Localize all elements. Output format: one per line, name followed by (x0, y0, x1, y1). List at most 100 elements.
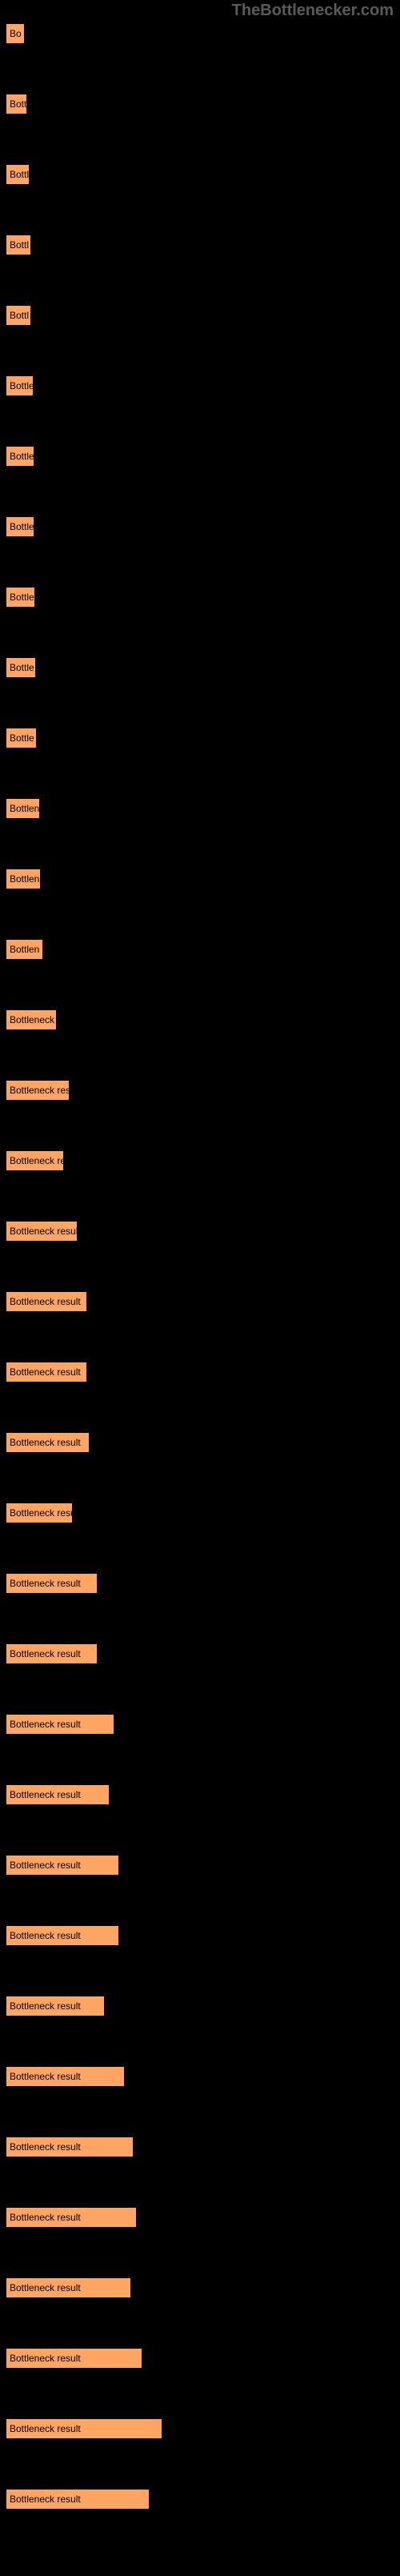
bar-row: Bottleneck result (6, 2067, 394, 2086)
bar-label: Bottle (10, 662, 34, 673)
bar-row: Bottleneck result (6, 2278, 394, 2297)
bar: Bottle (6, 728, 36, 748)
bar-label: Bottleneck result (10, 1578, 81, 1589)
bar: Bottle (6, 376, 33, 395)
bar-row: Bottleneck result (6, 1996, 394, 2016)
bar-row: Bottle (6, 517, 394, 536)
bar: Bottleneck result (6, 2137, 133, 2157)
bar: Bottleneck re (6, 1151, 63, 1170)
bar-label: Bottl (10, 169, 29, 180)
bar-row: Bottle (6, 728, 394, 748)
bar: Bottleneck r (6, 1010, 56, 1029)
bar-label: Bottleneck result (10, 1226, 77, 1237)
bar-row: Bottleneck result (6, 1292, 394, 1311)
bar-row: Bottl (6, 306, 394, 325)
bar-label: Bottleneck result (10, 1719, 81, 1730)
bar-label: Bottlen (10, 803, 39, 814)
bar-label: Bottleneck result (10, 1789, 81, 1800)
bar-label: Bottleneck resu (10, 1085, 69, 1096)
bar-label: Bottleneck result (10, 2212, 81, 2223)
bar-label: Bottleneck result (10, 2071, 81, 2082)
bar-label: Bottleneck result (10, 2423, 81, 2434)
bar-label: Bottleneck result (10, 2282, 81, 2293)
bar-row: Bottleneck result (6, 1222, 394, 1241)
bar: Bottleneck resu (6, 1503, 72, 1523)
bar: Bott (6, 94, 26, 114)
bar: Bottleneck result (6, 2490, 149, 2509)
bar-label: Bottleneck result (10, 1437, 81, 1448)
bar-row: Bottleneck r (6, 1010, 394, 1029)
bar-value: A (166, 2423, 173, 2434)
bar: Bottleneck result (6, 2278, 130, 2297)
bar-label: Bottleneck result (10, 2494, 81, 2505)
bar-row: Bottleneck result A (6, 2419, 394, 2438)
bar: Bottleneck result (6, 2067, 124, 2086)
bar-row: Bottlen (6, 799, 394, 818)
bar-row: Bottl (6, 165, 394, 184)
bar-label: Bottleneck re (10, 1155, 63, 1166)
bar: Bo (6, 24, 24, 43)
bar-label: Bottlen (10, 873, 39, 885)
bar: Bottleneck resu (6, 1081, 69, 1100)
bar-row: Bottlen (6, 940, 394, 959)
bar-label: Bottleneck result (10, 2000, 81, 2012)
bar-row: Bottleneck resu (6, 1081, 394, 1100)
bar: Bottle (6, 588, 34, 607)
bar: Bottl (6, 235, 30, 255)
bar: Bottleneck result (6, 1222, 77, 1241)
bar-row: Bottleneck re (6, 1151, 394, 1170)
bar: Bottleneck result (6, 1362, 86, 1382)
bar: Bottleneck resultA (6, 2419, 162, 2438)
bar: Bottleneck result2 (6, 2349, 142, 2368)
bar: Bottleneck result (6, 2208, 136, 2227)
bar-row: Bott (6, 94, 394, 114)
bar-row: Bottle (6, 658, 394, 677)
bar-row: Bottleneck result (6, 1856, 394, 1875)
bar: Bottlen (6, 799, 39, 818)
bar-row: Bottleneck result (6, 1362, 394, 1382)
bar-label: Bottleneck result (10, 1930, 81, 1941)
bar-label: Bottleneck result (10, 2353, 81, 2364)
bar-row: Bottl (6, 235, 394, 255)
bar: Bottl (6, 306, 30, 325)
bar: Bottleneck result (6, 1644, 97, 1663)
bar-label: Bottle (10, 521, 34, 532)
bar-label: Bott (10, 98, 26, 110)
bar-row: Bottleneck result (6, 1715, 394, 1734)
bar-label: Bottlen (10, 944, 39, 955)
bar-label: Bottl (10, 310, 29, 321)
bar-label: Bottleneck result (10, 1296, 81, 1307)
bar: Bottleneck result (6, 1856, 118, 1875)
bar: Bottle (6, 517, 34, 536)
bar: Bottleneck result (6, 1433, 89, 1452)
bar-chart: Bo Bott Bottl Bottl Bottl Bottle Bottle Bottle B… (0, 0, 400, 2576)
bar-row: Bottleneck result (6, 1785, 394, 1804)
bar: Bottleneck result (6, 1926, 118, 1945)
bar: Bottl (6, 165, 29, 184)
bar-row: Bottleneck result (6, 2137, 394, 2157)
bar-label: Bottle (10, 451, 34, 462)
bar-row: Bottleneck result (6, 1644, 394, 1663)
bar-row: Bottleneck result (6, 2490, 394, 2509)
bar: Bottleneck result (6, 1292, 86, 1311)
bar: Bottle (6, 658, 35, 677)
bar-row: Bo (6, 24, 394, 43)
bar: Bottle (6, 447, 34, 466)
bar-label: Bottl (10, 239, 29, 251)
bar-row: Bottlen (6, 869, 394, 889)
bar-row: Bottleneck result (6, 1433, 394, 1452)
bar-label: Bottleneck r (10, 1014, 56, 1025)
bar-row: Bottleneck result (6, 1926, 394, 1945)
bar: Bottleneck result (6, 1574, 97, 1593)
bar-label: Bo (10, 28, 22, 39)
bar-row: Bottleneck result (6, 2208, 394, 2227)
bar-label: Bottleneck resu (10, 1507, 72, 1519)
bar-label: Bottleneck result (10, 2141, 81, 2153)
bar-label: Bottleneck result (10, 1366, 81, 1378)
bar-row: Bottleneck resu (6, 1503, 394, 1523)
bar-label: Bottleneck result (10, 1648, 81, 1659)
bar: Bottleneck result (6, 1996, 104, 2016)
bar-row: Bottleneck result (6, 1574, 394, 1593)
bar-row: Bottle (6, 376, 394, 395)
bar-label: Bottle (10, 732, 34, 744)
